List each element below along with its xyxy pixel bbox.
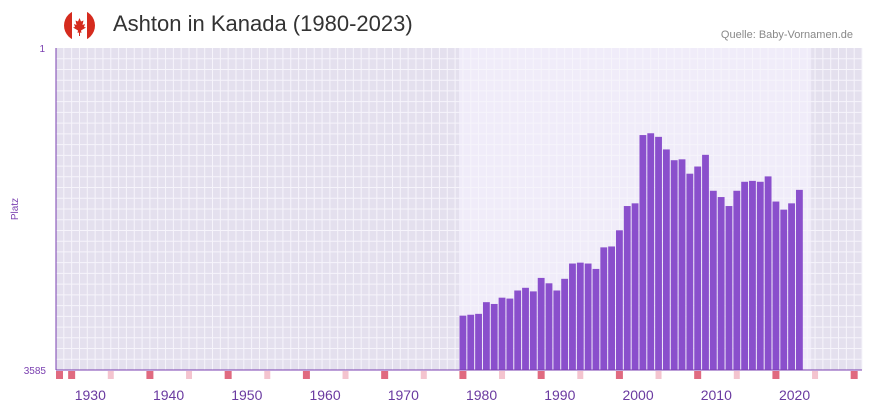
year-marker (224, 371, 232, 379)
bar-2001: 2001: 970 (639, 135, 647, 370)
bar-2019: 2019: 1800 (780, 209, 788, 370)
year-marker (146, 371, 154, 379)
bar-1979: 1979: 2970 (467, 314, 475, 370)
bar-1982: 1982: 2850 (490, 303, 498, 370)
bar-1992: 1992: 2400 (569, 263, 576, 370)
bar-2013: 2013: 1590 (733, 190, 741, 370)
year-marker (694, 371, 702, 379)
year-marker (342, 371, 349, 379)
y-tick-label: 1 (39, 44, 45, 55)
year-marker (68, 371, 76, 379)
x-tick-label: 1950 (231, 387, 262, 403)
bar-1999: 1999: 1760 (623, 206, 631, 370)
x-tick-label: 1960 (309, 387, 340, 403)
bar-1995: 1995: 2460 (592, 268, 600, 370)
y-tick-label: 3585 (24, 366, 47, 377)
bar-1996: 1996: 2220 (600, 247, 608, 370)
x-tick-label: 1980 (466, 387, 497, 403)
bar-1990: 1990: 2700 (553, 290, 561, 370)
year-marker (420, 371, 427, 379)
bar-1993: 1993: 2390 (576, 262, 584, 370)
year-marker (56, 371, 63, 379)
x-tick-label: 1970 (388, 387, 419, 403)
bar-2016: 2016: 1490 (756, 181, 764, 370)
y-axis-title: Platz (10, 198, 21, 220)
x-tick-label: 1940 (153, 387, 184, 403)
bar-2000: 2000: 1730 (631, 203, 639, 370)
bar-2003: 2003: 990 (655, 136, 662, 370)
bar-2011: 2011: 1660 (717, 197, 725, 370)
bar-2014: 2014: 1490 (741, 181, 749, 370)
year-marker (381, 371, 389, 379)
year-marker (107, 371, 114, 379)
bar-2021: 2021: 1580 (795, 189, 803, 370)
bar-1985: 1985: 2700 (514, 290, 522, 370)
year-marker (264, 371, 271, 379)
bar-2004: 2004: 1130 (662, 149, 670, 370)
bar-2018: 2018: 1710 (772, 201, 780, 370)
year-marker (577, 371, 584, 379)
bar-2010: 2010: 1590 (709, 190, 717, 370)
bar-1991: 1991: 2570 (561, 278, 569, 370)
bar-1978: 1978: 2980 (459, 315, 467, 370)
bar-2008: 2008: 1320 (694, 166, 702, 370)
bar-1986: 1986: 2670 (522, 287, 529, 370)
year-marker (655, 371, 662, 379)
canada-flag-icon (64, 10, 95, 41)
bar-2009: 2009: 1190 (702, 154, 709, 370)
chart-title: Ashton in Kanada (1980-2023) (113, 11, 413, 36)
chart-header: Ashton in Kanada (1980-2023) Quelle: Bab… (0, 0, 873, 48)
bar-2002: 2002: 950 (647, 133, 655, 370)
x-tick-label: 1990 (544, 387, 575, 403)
bar-1998: 1998: 2030 (616, 230, 623, 370)
source-credit: Quelle: Baby-Vornamen.de (720, 29, 853, 41)
x-tick-label: 2010 (701, 387, 732, 403)
year-marker (459, 371, 467, 379)
bar-2006: 2006: 1240 (678, 159, 686, 370)
bar-1997: 1997: 2210 (608, 246, 616, 370)
bar-1984: 1984: 2790 (506, 298, 514, 370)
year-marker (499, 371, 506, 379)
year-marker (812, 371, 819, 379)
bar-1994: 1994: 2400 (584, 263, 592, 370)
x-tick-label: 2000 (622, 387, 653, 403)
year-marker (850, 371, 858, 379)
bar-2015: 2015: 1480 (749, 180, 756, 370)
bar-1988: 1988: 2560 (537, 277, 545, 370)
bar-2020: 2020: 1730 (788, 203, 795, 370)
x-tick-label: 2020 (779, 387, 810, 403)
bar-1980: 1980: 2960 (475, 313, 482, 370)
year-marker (186, 371, 193, 379)
year-marker (615, 371, 623, 379)
year-marker (302, 371, 310, 379)
year-marker (733, 371, 740, 379)
bar-2017: 2017: 1430 (764, 176, 772, 370)
year-marker (537, 371, 545, 379)
bar-2005: 2005: 1250 (670, 160, 678, 370)
bar-1987: 1987: 2710 (529, 291, 537, 370)
x-tick-label: 1930 (75, 387, 106, 403)
bar-1981: 1981: 2830 (482, 302, 490, 370)
year-marker (772, 371, 780, 379)
bar-2012: 2012: 1760 (725, 206, 733, 370)
bar-1983: 1983: 2780 (498, 297, 506, 370)
bar-1989: 1989: 2620 (545, 283, 553, 370)
bar-2007: 2007: 1400 (686, 173, 694, 370)
